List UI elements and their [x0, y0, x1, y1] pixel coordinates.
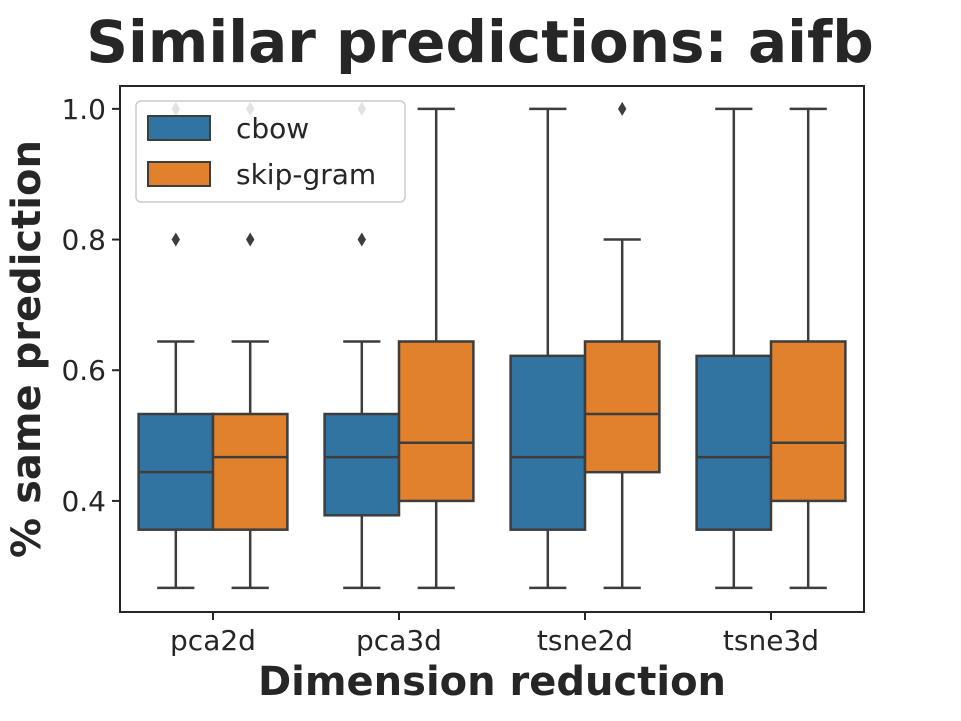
box — [769, 340, 847, 503]
plot-frame — [119, 85, 865, 613]
legend-swatch — [147, 115, 211, 141]
x-tick-label: tsne2d — [537, 624, 633, 657]
y-tick-label: 0.8 — [61, 224, 106, 257]
chart-title: Similar predictions: aifb — [86, 8, 873, 76]
box-group — [323, 101, 401, 590]
plot-area — [137, 101, 847, 590]
box-group — [211, 101, 289, 590]
legend-label: skip-gram — [236, 158, 376, 191]
y-tick-label: 1.0 — [61, 93, 106, 126]
legend-swatch — [147, 161, 211, 187]
outlier-point — [246, 232, 255, 247]
x-tick-label: pca3d — [356, 624, 442, 657]
x-tick-label: pca2d — [170, 624, 256, 657]
box-group — [509, 107, 587, 590]
x-axis: pca2d pca3d tsne2d tsne3d — [170, 612, 819, 657]
y-axis: 0.4 0.6 0.8 1.0 — [61, 93, 120, 518]
outlier-point — [618, 101, 627, 116]
y-tick-label: 0.4 — [61, 485, 106, 518]
x-axis-title: Dimension reduction — [258, 659, 726, 705]
legend-label: cbow — [236, 112, 309, 145]
box — [509, 354, 587, 531]
y-tick-label: 0.6 — [61, 354, 106, 387]
y-axis-title: % same prediction — [4, 140, 50, 558]
box-group — [695, 107, 773, 590]
box — [583, 340, 661, 474]
box — [695, 354, 773, 531]
box — [211, 412, 289, 531]
outlier-point — [171, 232, 180, 247]
box-group — [397, 107, 475, 590]
legend: cbow skip-gram — [135, 100, 406, 203]
box-group — [583, 101, 661, 590]
box — [323, 412, 401, 517]
x-tick-label: tsne3d — [723, 624, 819, 657]
box — [397, 340, 475, 503]
outlier-point — [357, 232, 366, 247]
box-group — [769, 107, 847, 590]
